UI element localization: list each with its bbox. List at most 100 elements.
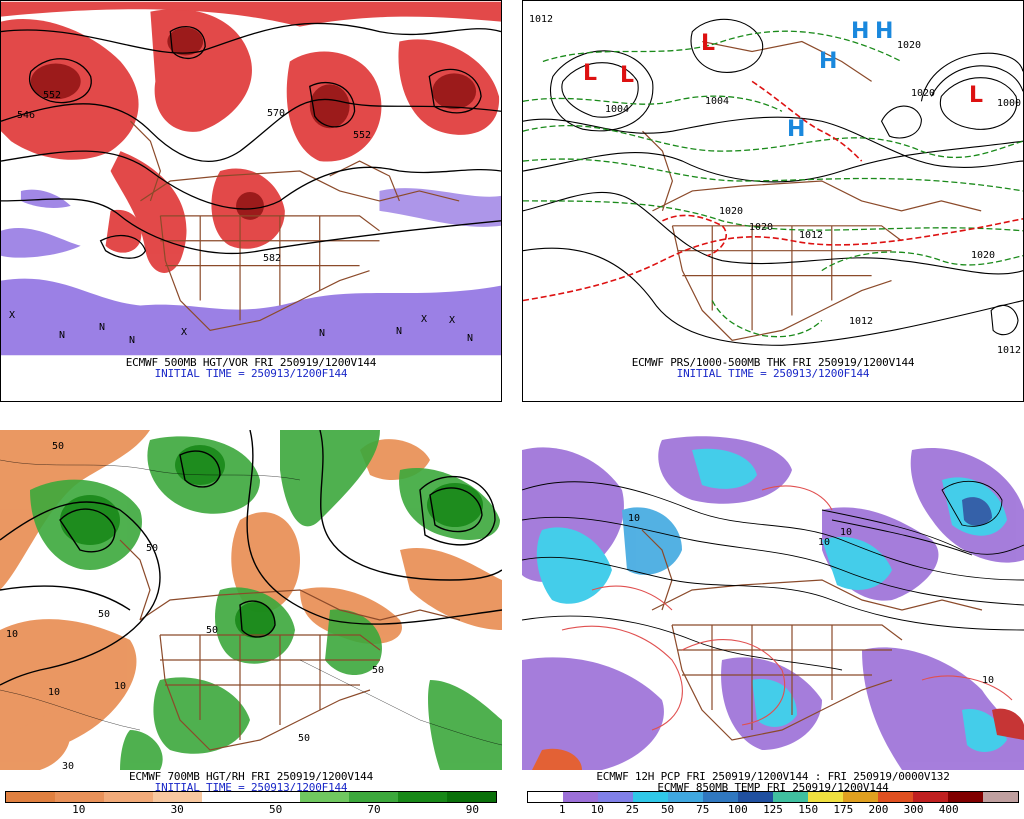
colorbar-swatch [773, 792, 808, 802]
temp-label: 10 [818, 537, 831, 548]
vort-marker: X [9, 310, 16, 321]
isobar-label: 1004 [705, 96, 730, 107]
map-precip-850-temp [522, 430, 1024, 770]
panel-pressure-thickness: L L L L H H H H 1012 1004 1004 1020 1020… [522, 0, 1024, 402]
contour-label: 570 [267, 108, 286, 119]
colorbar-tick-label: 10 [590, 803, 604, 816]
temp-label: 10 [628, 513, 641, 524]
colorbar-swatch [808, 792, 843, 802]
initial-time: INITIAL TIME = 250913/1200F144 [154, 367, 348, 380]
colorbar-swatch [251, 792, 300, 802]
colorbar-swatches [527, 791, 1019, 803]
colorbar-tick-label: 50 [268, 803, 283, 816]
vort-marker: N [467, 333, 474, 344]
vort-marker: N [319, 328, 326, 339]
panel-precip-850mb-temp: 10 10 10 10 ECMWF 12H PCP FRI 250919/120… [522, 430, 1024, 819]
high-pressure-marker: H [819, 49, 838, 74]
colorbar-tick-label: 175 [833, 803, 854, 816]
colorbar-tick-label: 50 [660, 803, 675, 816]
colorbar-swatch [843, 792, 878, 802]
contour-label: 10 [6, 629, 19, 640]
colorbar-tick-label: 70 [367, 803, 381, 816]
isobar-label: 1020 [719, 206, 744, 217]
colorbar-swatch [202, 792, 251, 802]
colorbar-tick-label: 100 [727, 803, 748, 816]
vort-marker: N [396, 326, 403, 337]
contour-label: 50 [206, 625, 219, 636]
colorbar-swatch [153, 792, 202, 802]
colorbar-tick-label: 90 [465, 803, 480, 816]
high-pressure-marker: H [787, 117, 806, 142]
colorbar-swatch [447, 792, 496, 802]
contour-label: 10 [114, 681, 127, 692]
colorbar-swatch [983, 792, 1018, 802]
panel-subtitle: ECMWF 850MB TEMP FRI 250919/1200V144 [657, 781, 889, 794]
colorbar-swatch [598, 792, 633, 802]
vort-marker: N [99, 322, 106, 333]
vort-marker: X [181, 327, 188, 338]
isobar-label: 1000 [997, 98, 1022, 109]
low-pressure-marker: L [701, 31, 716, 56]
isobar-label: 1012 [849, 316, 874, 327]
temp-label: 10 [840, 527, 853, 538]
colorbar-swatch [738, 792, 773, 802]
isobar-label: 1020 [749, 222, 774, 233]
colorbar-swatch [349, 792, 398, 802]
colorbar-tick-label: 300 [903, 803, 924, 816]
colorbar-tick-label: 125 [763, 803, 783, 816]
isobar-label: 1020 [897, 40, 922, 51]
temp-label: 10 [982, 675, 995, 686]
vort-marker: N [129, 335, 136, 346]
contour-label: 50 [52, 441, 65, 452]
initial-time: INITIAL TIME = 250913/1200F144 [154, 781, 348, 794]
colorbar-swatch [528, 792, 563, 802]
panel-title: ECMWF 500MB HGT/VOR FRI 250919/1200V144 [125, 356, 377, 369]
colorbar-swatch [104, 792, 153, 802]
colorbar-swatch [300, 792, 349, 802]
isobar-label: 1004 [605, 104, 630, 115]
colorbar-swatch [398, 792, 447, 802]
panel-500mb-height-vorticity: 552 546 570 582 552 X N N N X N N X N X … [0, 0, 502, 402]
colorbar-tick-label: 400 [938, 803, 959, 816]
contour-label: 50 [372, 665, 385, 676]
map-pressure-thickness [523, 1, 1023, 356]
isobar-label: 1012 [529, 14, 554, 25]
isobar-label: 1020 [971, 250, 996, 261]
colorbar-swatch [6, 792, 55, 802]
contour-label: 552 [43, 90, 62, 101]
contour-label: 50 [98, 609, 111, 620]
vort-marker: N [59, 330, 66, 341]
vort-marker: X [449, 315, 456, 326]
panel-title: ECMWF 12H PCP FRI 250919/1200V144 : FRI … [596, 770, 950, 783]
colorbar-swatch [948, 792, 983, 802]
contour-label: 50 [298, 733, 311, 744]
isobar-label: 1020 [911, 88, 936, 99]
colorbar-swatch [55, 792, 104, 802]
contour-label: 582 [263, 253, 282, 264]
colorbar-tick-label: 75 [696, 803, 710, 816]
colorbar-tick-label: 200 [868, 803, 889, 816]
high-pressure-marker: H [875, 19, 894, 44]
isobar-label: 1012 [799, 230, 824, 241]
colorbar-swatch [878, 792, 913, 802]
contour-label: 50 [146, 543, 159, 554]
colorbar-swatch [668, 792, 703, 802]
rh-colorbar: 10 30 50 70 90 [0, 791, 502, 819]
colorbar-tick-label: 25 [625, 803, 640, 816]
contour-label: 546 [17, 110, 36, 121]
panel-700mb-height-rh: 50 10 50 50 50 10 50 50 10 30 ECMWF 700M… [0, 430, 502, 819]
contour-label: 10 [48, 687, 61, 698]
panel-title: ECMWF PRS/1000-500MB THK FRI 250919/1200… [631, 356, 915, 369]
colorbar-swatch [913, 792, 948, 802]
map-500mb-vorticity [1, 1, 501, 356]
colorbar-tick-label: 1 [558, 803, 566, 816]
panel-title: ECMWF 700MB HGT/RH FRI 250919/1200V144 [128, 770, 374, 783]
colorbar-tick-label: 150 [798, 803, 819, 816]
colorbar-swatch [633, 792, 668, 802]
isobar-label: 1012 [997, 345, 1022, 356]
high-pressure-marker: H [851, 19, 870, 44]
colorbar-swatches [5, 791, 497, 803]
colorbar-swatch [563, 792, 598, 802]
colorbar-tick-label: 10 [72, 803, 86, 816]
low-pressure-marker: L [583, 61, 598, 86]
